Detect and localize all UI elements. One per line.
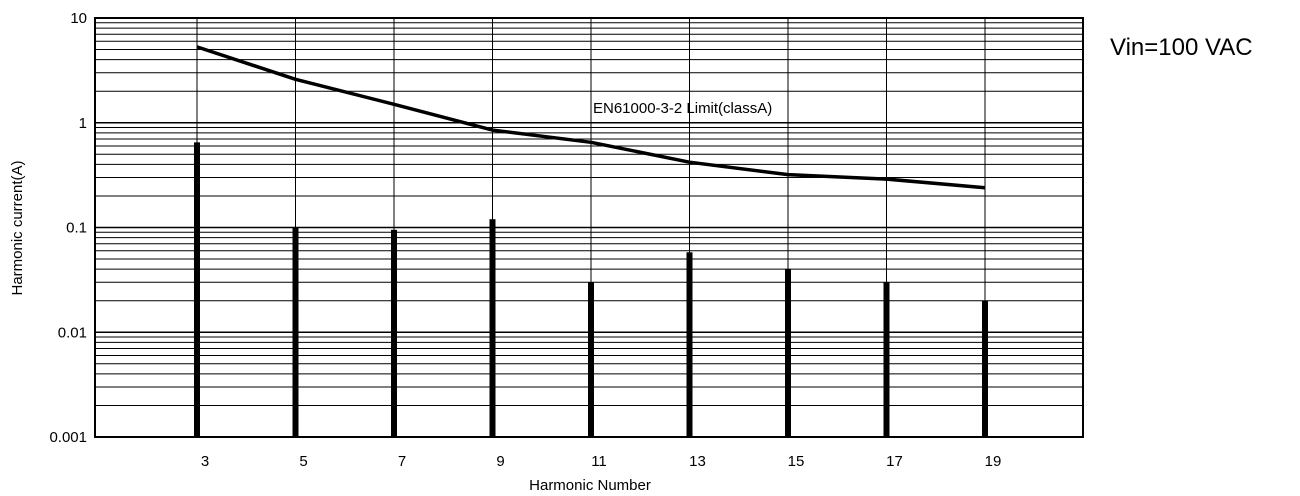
- limit-line-series: [196, 45, 986, 190]
- bar-harmonic-17: [883, 282, 890, 437]
- x-tick-label: 5: [299, 453, 307, 470]
- input-condition-label: Vin=100 VAC: [1110, 34, 1253, 61]
- x-tick-label: 13: [689, 453, 706, 470]
- bar-harmonic-7: [391, 229, 397, 437]
- bar-harmonic-3: [194, 142, 200, 437]
- x-axis-label: Harmonic Number: [529, 477, 651, 494]
- y-tick-label: 1: [79, 115, 87, 132]
- x-tick-label: 11: [591, 453, 607, 470]
- bar-harmonic-19: [982, 300, 988, 437]
- limit-line: [196, 45, 986, 190]
- bar-harmonic-11: [588, 282, 594, 437]
- x-tick-label: 7: [398, 453, 406, 470]
- y-tick-labels: 10 1 0.1 0.01 0.001: [49, 10, 87, 446]
- plot-frame: [94, 17, 1084, 438]
- x-tick-label: 19: [985, 453, 1002, 470]
- x-tick-label: 15: [788, 453, 805, 470]
- limit-line-annotation: EN61000-3-2 Limit(classA): [593, 100, 772, 117]
- x-tick-label: 3: [201, 453, 209, 470]
- y-tick-label: 0.01: [58, 324, 87, 341]
- x-tick-label: 9: [496, 453, 504, 470]
- y-tick-label: 0.001: [49, 429, 87, 446]
- y-axis-label: Harmonic current(A): [9, 160, 26, 295]
- bar-harmonic-5: [292, 227, 299, 437]
- x-tick-label: 17: [886, 453, 903, 470]
- y-tick-label: 0.1: [66, 220, 87, 237]
- y-tick-label: 10: [70, 10, 87, 27]
- bar-harmonic-15: [785, 269, 791, 437]
- bar-harmonic-9: [489, 219, 496, 437]
- bar-series: [194, 142, 988, 437]
- bar-harmonic-13: [686, 252, 693, 437]
- x-tick-labels: 3 5 7 9 11 13 15 17 19: [201, 453, 1002, 470]
